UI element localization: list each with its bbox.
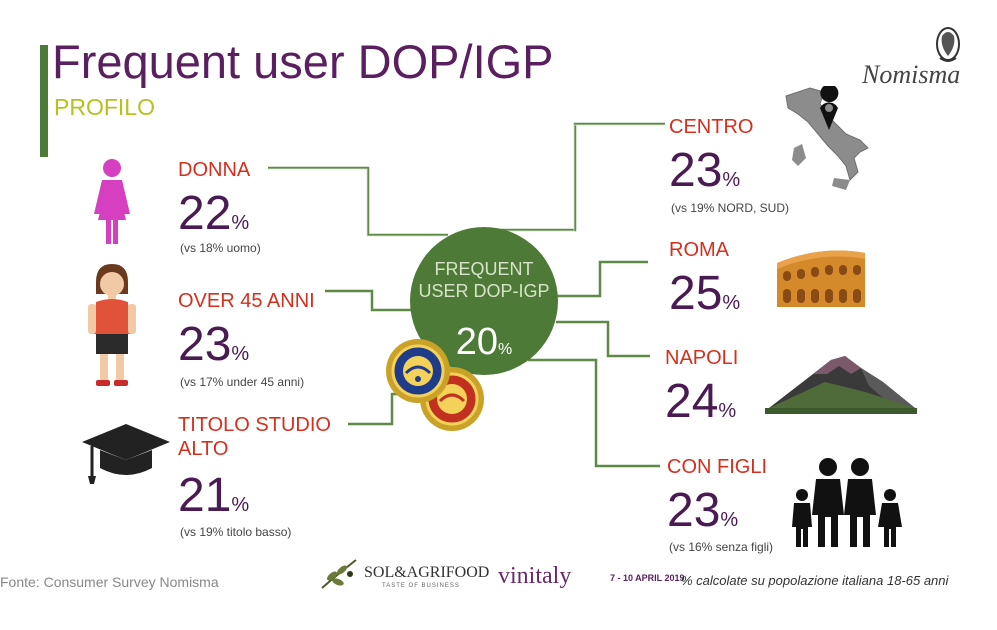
left-item-label: OVER 45 ANNI bbox=[178, 290, 315, 312]
value-number: 24 bbox=[665, 375, 719, 428]
right-item-value: 25% bbox=[669, 270, 740, 318]
hub-value: 20% bbox=[410, 323, 558, 361]
value-number: 23 bbox=[667, 484, 721, 537]
value-unit: % bbox=[231, 343, 250, 365]
value-number: 23 bbox=[178, 318, 232, 371]
olive-branch-icon bbox=[321, 559, 357, 589]
dop-igp-seals bbox=[386, 339, 484, 431]
value-number: 25 bbox=[669, 267, 723, 320]
value-unit: % bbox=[722, 292, 741, 314]
hub-label: FREQUENT USER DOP-IGP bbox=[410, 258, 558, 302]
hub-label-line1: FREQUENT bbox=[434, 259, 534, 279]
value-unit: % bbox=[720, 509, 739, 531]
right-item-label: CON FIGLI bbox=[667, 456, 768, 478]
label-line2: ALTO bbox=[178, 438, 229, 460]
hub-value-number: 20 bbox=[455, 321, 499, 363]
value-unit: % bbox=[231, 494, 250, 516]
vesuvius-icon bbox=[765, 356, 917, 414]
left-item-note: (vs 19% titolo basso) bbox=[180, 525, 292, 539]
right-item-label: ROMA bbox=[669, 239, 729, 261]
right-item-label: CENTRO bbox=[669, 116, 754, 138]
dop-seal-icon bbox=[386, 339, 450, 403]
page-subtitle: PROFILO bbox=[54, 94, 155, 120]
sol-agrifood-tagline: TASTE OF BUSINESS bbox=[382, 583, 460, 589]
sol-agrifood-logo-text: SOL&AGRIFOOD bbox=[364, 564, 490, 581]
left-item-value: 22% bbox=[178, 190, 249, 238]
footer-note: % calcolate su popolazione italiana 18-6… bbox=[681, 573, 949, 588]
nomisma-emblem-icon bbox=[936, 27, 960, 62]
value-unit: % bbox=[722, 169, 741, 191]
left-item-label: DONNA bbox=[178, 159, 251, 181]
older-woman-icon bbox=[88, 264, 136, 386]
vinitaly-dates: 7 - 10 APRIL 2019 bbox=[610, 573, 685, 583]
nomisma-logo-text: Nomisma bbox=[862, 60, 961, 89]
right-item-note: (vs 16% senza figli) bbox=[669, 540, 774, 554]
right-item-value: 24% bbox=[665, 378, 736, 426]
page-title: Frequent user DOP/IGP bbox=[52, 35, 554, 88]
left-item-label: TITOLO STUDIO ALTO bbox=[178, 413, 331, 461]
right-item-note: (vs 19% NORD, SUD) bbox=[671, 201, 790, 215]
left-item-note: (vs 18% uomo) bbox=[180, 241, 261, 255]
value-unit: % bbox=[718, 400, 737, 422]
left-item-value: 23% bbox=[178, 321, 249, 369]
woman-icon bbox=[94, 159, 130, 244]
value-number: 22 bbox=[178, 187, 232, 240]
italy-map-icon bbox=[785, 86, 869, 190]
vinitaly-logo-text: vinitaly bbox=[498, 563, 572, 589]
family-icon bbox=[792, 458, 902, 547]
left-item-note: (vs 17% under 45 anni) bbox=[180, 375, 305, 389]
value-number: 23 bbox=[669, 144, 723, 197]
colosseum-icon bbox=[777, 250, 865, 307]
right-item-value: 23% bbox=[667, 487, 738, 535]
hub-value-unit: % bbox=[498, 341, 513, 358]
left-item-value: 21% bbox=[178, 472, 249, 520]
graduation-cap-icon bbox=[82, 424, 170, 484]
source-note: Fonte: Consumer Survey Nomisma bbox=[0, 574, 219, 590]
hub-label-line2: USER DOP-IGP bbox=[418, 281, 550, 301]
right-item-value: 23% bbox=[669, 147, 740, 195]
right-item-label: NAPOLI bbox=[665, 347, 739, 369]
value-number: 21 bbox=[178, 469, 232, 522]
value-unit: % bbox=[231, 212, 250, 234]
title-accent-bar bbox=[40, 45, 48, 157]
label-line1: TITOLO STUDIO bbox=[178, 414, 331, 436]
